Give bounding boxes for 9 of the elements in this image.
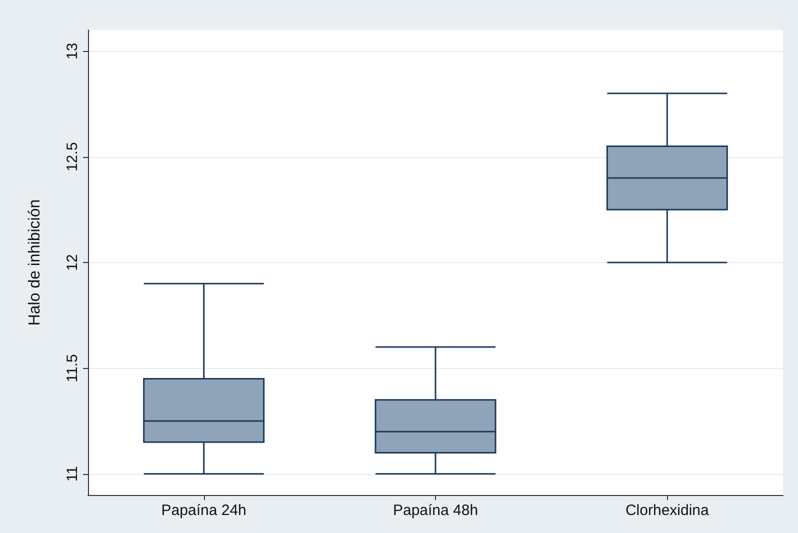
x-tick-label: Papaína 24h: [161, 502, 246, 519]
y-tick-label: 12.5: [64, 142, 81, 172]
x-tick-label: Papaína 48h: [392, 502, 478, 519]
x-tick-label: Clorhexidina: [625, 502, 710, 519]
y-tick-label: 11.5: [64, 354, 81, 382]
y-axis-title: Halo de inhibición: [26, 199, 44, 326]
y-tick-label: 11: [64, 466, 81, 482]
y-tick-label: 12: [64, 254, 81, 271]
y-tick-label: 13: [64, 42, 81, 60]
